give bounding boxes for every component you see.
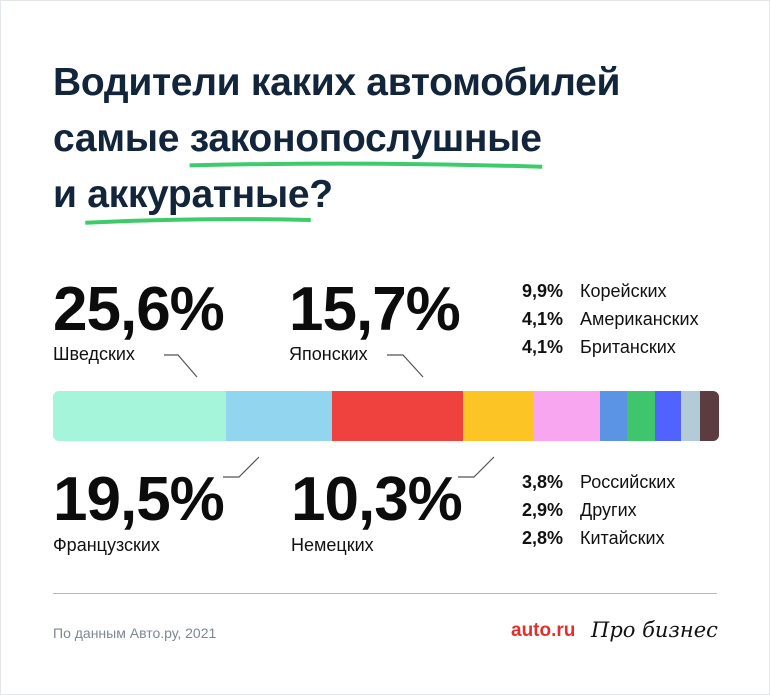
legend-value: 4,1% [522,309,564,329]
bar-segment-Британских [627,391,655,441]
title-highlight: законопослушные [189,117,542,160]
bar-segment-Китайских [700,391,719,441]
legend-label: Британских [580,337,676,357]
legend-value: 9,9% [522,281,564,301]
leader-line-french [223,456,260,478]
bar-segment-Японских [225,391,332,441]
underline-stroke [186,157,546,171]
title-text: самые [53,117,190,160]
pro-biznes-logo: Про бизнес [591,618,718,642]
highlight-careful: аккуратные [87,167,309,223]
label-japanese: Японских [289,344,368,364]
value-japanese: 15,7% [289,275,461,344]
legend-label: Других [580,500,637,520]
label-swedish: Шведских [53,344,135,364]
legend-top: 9,9% Корейских 4,1% Американских 4,1% Брита… [522,277,699,361]
legend-label: Российских [580,472,676,492]
title-text: и [53,173,88,216]
legend-label: Китайских [580,528,665,548]
bar-segment-Шведских [53,391,226,441]
bar-segment-Немецких [463,391,533,441]
value-french: 19,5% [53,465,225,534]
legend-item: 4,1% Американских [522,305,699,333]
page-title: Водители каких автомобилей самые законоп… [53,55,621,223]
bar-segment-Французских [331,391,464,441]
title-line-3: и аккуратные? [53,167,620,223]
legend-item: 4,1% Британских [522,333,699,361]
highlight-law-abiding: законопослушные [190,111,542,167]
bar-segment-Российских [654,391,681,441]
legend-value: 2,9% [522,500,564,520]
legend-value: 2,8% [522,528,564,548]
leader-line-german [458,456,495,478]
legend-label: Американских [580,309,699,329]
legend-bottom: 3,8% Российских 2,9% Других 2,8% Китайских [522,468,675,552]
legend-label: Корейских [580,281,667,301]
title-line-1: Водители каких автомобилей [53,61,621,104]
auto-ru-logo: auto.ru [511,620,576,641]
legend-item: 3,8% Российских [522,468,675,496]
label-french: Французских [53,535,160,555]
leader-line-japanese [387,354,424,378]
legend-value: 4,1% [522,337,564,357]
underline-stroke [83,213,313,227]
stacked-bar [53,391,719,441]
title-text: ? [309,173,333,216]
value-swedish: 25,6% [53,275,225,344]
legend-item: 9,9% Корейских [522,277,699,305]
legend-value: 3,8% [522,472,564,492]
bar-segment-Других [680,391,701,441]
title-highlight: аккуратные [87,173,310,216]
label-german: Немецких [291,535,374,555]
source-note: По данным Авто.ру, 2021 [53,625,217,641]
bar-segment-Американских [599,391,628,441]
bar-segment-Корейских [532,391,600,441]
value-german: 10,3% [291,465,463,534]
legend-item: 2,8% Китайских [522,524,675,552]
legend-item: 2,9% Других [522,496,675,524]
divider [53,593,717,594]
leader-line-swedish [164,354,198,378]
title-line-2: самые законопослушные [53,111,620,167]
